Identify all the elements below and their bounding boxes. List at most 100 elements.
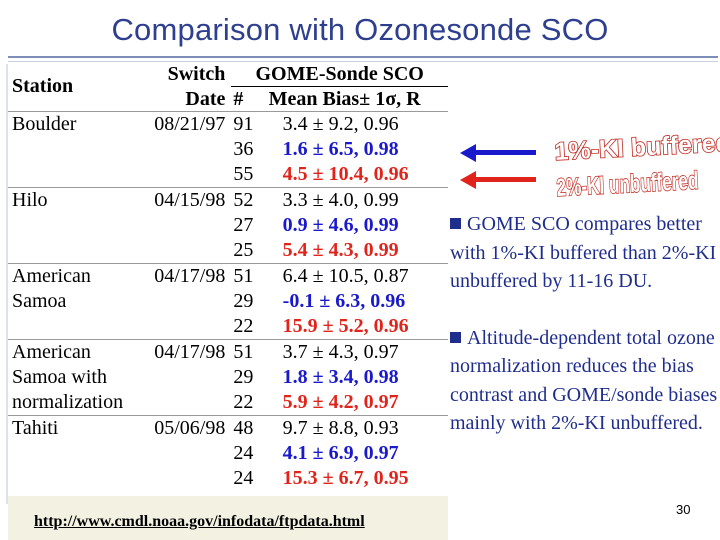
station-cell <box>8 314 139 340</box>
date-cell: 04/15/98 <box>139 187 232 213</box>
count-cell: 24 <box>233 467 254 489</box>
station-cell: Boulder <box>8 111 140 137</box>
date-cell <box>139 365 231 390</box>
header-mean-bias: Mean Bias± 1σ, R <box>268 88 421 110</box>
mean-bias-cell: 0.9 ± 4.6, 0.99 <box>282 214 399 236</box>
count-cell: 52 <box>231 187 261 213</box>
title-divider <box>8 56 718 58</box>
station-cell: American <box>8 339 140 365</box>
count-cell: 55 <box>233 163 254 185</box>
count-cell: 24 <box>233 442 254 464</box>
station-cell <box>8 162 139 188</box>
header-gome-sonde: GOME-Sonde SCO <box>231 62 448 87</box>
bullet-text-1: GOME SCO compares better with 1%-KI buff… <box>450 213 717 292</box>
blue-arrow-head-icon <box>460 143 476 162</box>
count-cell: 27 <box>233 214 254 236</box>
mean-bias-cell: 6.4 ± 10.5, 0.87 <box>260 263 448 289</box>
table-row: 25 5.4 ± 4.3, 0.99 <box>8 238 448 264</box>
table-body: Boulder 08/21/97 91 3.4 ± 9.2, 0.96 36 1.6 ± … <box>8 111 448 492</box>
mean-bias-cell: 5.4 ± 4.3, 0.99 <box>282 239 399 261</box>
table-row: Tahiti 05/06/98 48 9.7 ± 8.8, 0.93 <box>8 415 448 441</box>
table-row: normalization 22 5.9 ± 4.2, 0.97 <box>8 390 448 416</box>
station-cell <box>8 466 139 491</box>
square-bullet-icon <box>450 331 461 343</box>
date-cell <box>139 162 231 188</box>
count-cell: 51 <box>231 263 261 289</box>
count-cell: 51 <box>231 339 261 365</box>
date-cell <box>139 390 231 416</box>
table-row: Samoa 29 -0.1 ± 6.3, 0.96 <box>8 289 448 314</box>
table-row: Boulder 08/21/97 91 3.4 ± 9.2, 0.96 <box>8 111 448 137</box>
mean-bias-cell: 9.7 ± 8.8, 0.93 <box>260 415 448 441</box>
bullet-list: GOME SCO compares better with 1%-KI buff… <box>450 210 718 438</box>
station-cell: normalization <box>12 391 124 413</box>
date-cell <box>139 238 231 264</box>
station-cell <box>8 213 139 238</box>
comparison-table-panel: Station Switch GOME-Sonde SCO Date # Mea… <box>8 62 448 496</box>
station-cell: American <box>8 263 140 289</box>
red-arrow-shaft <box>474 177 536 182</box>
mean-bias-cell: 3.3 ± 4.0, 0.99 <box>260 187 448 213</box>
count-cell: 91 <box>231 111 261 137</box>
mean-bias-cell: 4.1 ± 6.9, 0.97 <box>282 442 399 464</box>
mean-bias-cell: 15.3 ± 6.7, 0.95 <box>282 467 409 489</box>
header-station: Station <box>12 75 74 97</box>
table-row: 24 15.3 ± 6.7, 0.95 <box>8 466 448 491</box>
station-cell <box>8 137 139 162</box>
mean-bias-cell: -0.1 ± 6.3, 0.96 <box>282 290 406 312</box>
header-num: # <box>233 88 244 110</box>
count-cell: 36 <box>233 138 254 160</box>
page-number: 30 <box>676 502 691 517</box>
mean-bias-cell: 1.8 ± 3.4, 0.98 <box>282 366 399 388</box>
table-row: 22 15.9 ± 5.2, 0.96 <box>8 314 448 340</box>
station-cell: Hilo <box>8 187 140 213</box>
legend-unbuffered-label: 2%-KI unbuffered <box>556 167 699 202</box>
station-cell: Samoa with <box>12 366 107 388</box>
date-cell: 04/17/98 <box>139 339 232 365</box>
date-cell <box>139 466 231 491</box>
slide-title: Comparison with Ozonesonde SCO <box>111 12 609 47</box>
date-cell <box>139 314 231 340</box>
date-cell: 05/06/98 <box>139 415 232 441</box>
count-cell: 22 <box>233 391 254 413</box>
mean-bias-cell: 15.9 ± 5.2, 0.96 <box>282 315 409 337</box>
count-cell: 22 <box>233 315 254 337</box>
table-row: American 04/17/98 51 6.4 ± 10.5, 0.87 <box>8 263 448 289</box>
legend-buffered-label: 1%-KI buffered <box>554 129 720 166</box>
count-cell: 29 <box>233 290 254 312</box>
comparison-table: Station Switch GOME-Sonde SCO Date # Mea… <box>8 62 448 491</box>
data-source-link[interactable]: http://www.cmdl.noaa.gov/infodata/ftpdat… <box>34 513 365 530</box>
mean-bias-cell: 3.7 ± 4.3, 0.97 <box>260 339 448 365</box>
title-divider-thin <box>8 61 718 62</box>
blue-arrow-shaft <box>474 150 536 155</box>
table-row: Samoa with 29 1.8 ± 3.4, 0.98 <box>8 365 448 390</box>
mean-bias-cell: 4.5 ± 10.4, 0.96 <box>282 163 409 185</box>
date-cell: 08/21/97 <box>139 111 232 137</box>
table-row: 55 4.5 ± 10.4, 0.96 <box>8 162 448 188</box>
date-cell <box>139 441 231 466</box>
station-cell: Tahiti <box>8 415 140 441</box>
bullet-item-1: GOME SCO compares better with 1%-KI buff… <box>450 210 718 296</box>
count-cell: 48 <box>231 415 261 441</box>
count-cell: 29 <box>233 366 254 388</box>
date-cell <box>139 289 231 314</box>
url-footer-band <box>8 496 448 540</box>
date-cell: 04/17/98 <box>139 263 232 289</box>
bullet-text-2: Altitude-dependent total ozone normaliza… <box>450 326 718 435</box>
station-cell <box>8 441 139 466</box>
red-arrow-head-icon <box>460 170 476 189</box>
table-row: American 04/17/98 51 3.7 ± 4.3, 0.97 <box>8 339 448 365</box>
date-cell <box>139 213 231 238</box>
header-switch: Switch <box>167 63 226 86</box>
mean-bias-cell: 5.9 ± 4.2, 0.97 <box>282 391 399 413</box>
mean-bias-cell: 1.6 ± 6.5, 0.98 <box>282 138 399 160</box>
date-cell <box>139 137 231 162</box>
table-row: 27 0.9 ± 4.6, 0.99 <box>8 213 448 238</box>
table-row: 36 1.6 ± 6.5, 0.98 <box>8 137 448 162</box>
bullet-item-2: Altitude-dependent total ozone normaliza… <box>450 324 718 438</box>
table-row: Hilo 04/15/98 52 3.3 ± 4.0, 0.99 <box>8 187 448 213</box>
mean-bias-cell: 3.4 ± 9.2, 0.96 <box>260 111 448 137</box>
header-date: Date <box>185 87 226 110</box>
station-cell <box>8 238 139 264</box>
station-cell: Samoa <box>12 290 67 312</box>
